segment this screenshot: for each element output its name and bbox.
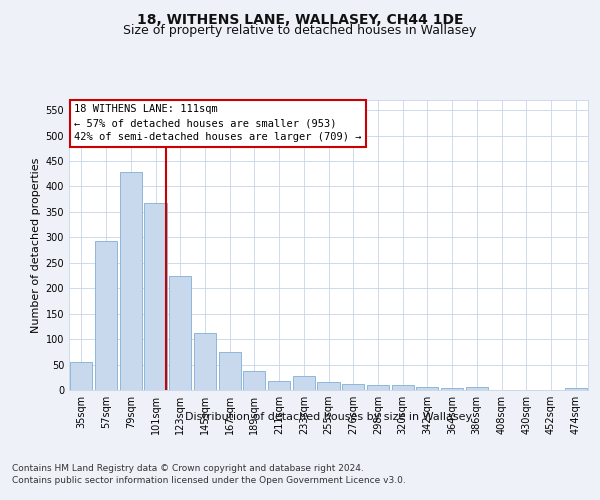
Bar xyxy=(565,388,587,390)
Bar xyxy=(194,332,216,390)
Text: Size of property relative to detached houses in Wallasey: Size of property relative to detached ho… xyxy=(124,24,476,37)
Bar xyxy=(243,370,265,390)
Bar xyxy=(392,385,414,390)
Bar xyxy=(367,385,389,390)
Bar xyxy=(317,382,340,390)
Bar xyxy=(342,384,364,390)
Text: Contains public sector information licensed under the Open Government Licence v3: Contains public sector information licen… xyxy=(12,476,406,485)
Bar xyxy=(70,362,92,390)
Bar xyxy=(441,388,463,390)
Bar xyxy=(169,276,191,390)
Bar xyxy=(145,204,167,390)
Y-axis label: Number of detached properties: Number of detached properties xyxy=(31,158,41,332)
Bar xyxy=(416,388,439,390)
Text: 18 WITHENS LANE: 111sqm
← 57% of detached houses are smaller (953)
42% of semi-d: 18 WITHENS LANE: 111sqm ← 57% of detache… xyxy=(74,104,362,142)
Bar xyxy=(466,387,488,390)
Bar xyxy=(95,242,117,390)
Bar xyxy=(293,376,315,390)
Bar xyxy=(218,352,241,390)
Text: Contains HM Land Registry data © Crown copyright and database right 2024.: Contains HM Land Registry data © Crown c… xyxy=(12,464,364,473)
Bar xyxy=(268,381,290,390)
Text: Distribution of detached houses by size in Wallasey: Distribution of detached houses by size … xyxy=(185,412,472,422)
Bar xyxy=(119,172,142,390)
Text: 18, WITHENS LANE, WALLASEY, CH44 1DE: 18, WITHENS LANE, WALLASEY, CH44 1DE xyxy=(137,12,463,26)
